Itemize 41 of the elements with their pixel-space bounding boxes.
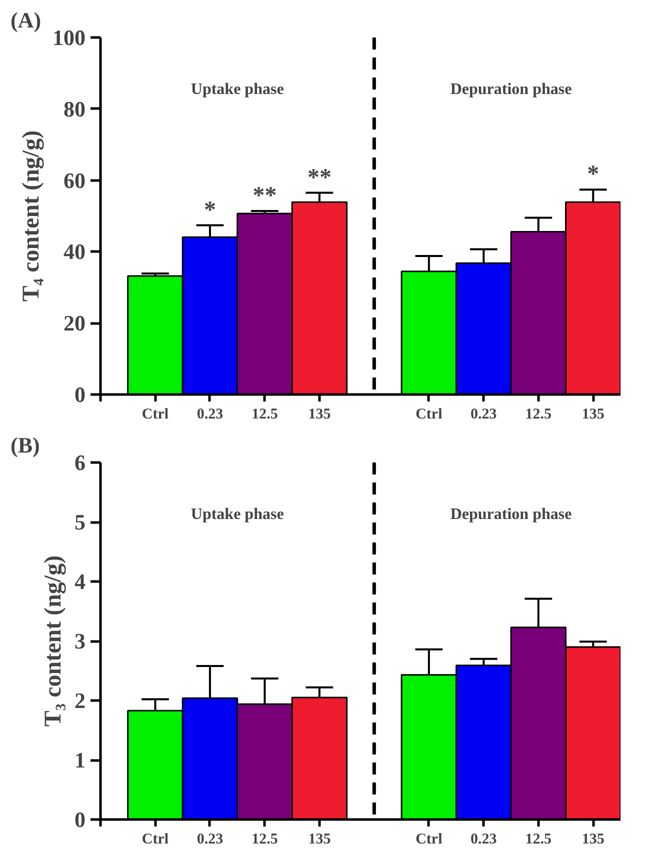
y-tick-label: 2 <box>74 688 86 713</box>
data-label: ** <box>307 164 332 191</box>
annotation: Depuration phase <box>450 506 572 524</box>
y-tick-label: 1 <box>74 748 86 772</box>
y-tick-label: 3 <box>74 628 86 654</box>
x-tick-label: Ctrl <box>416 406 442 422</box>
x-tick-label: 135 <box>582 832 604 848</box>
x-tick-label: 0.23 <box>196 832 224 848</box>
x-tick-label: 12.5 <box>525 406 552 422</box>
y-tick-label: 6 <box>74 450 86 475</box>
x-tick-label: 135 <box>582 406 604 422</box>
x-tick-label: Ctrl <box>416 832 442 848</box>
y-tick-label: 5 <box>74 510 86 534</box>
x-tick-label: 0.23 <box>470 832 497 848</box>
y-tick-label: 80 <box>64 96 86 122</box>
x-tick-label: 0.23 <box>470 406 497 422</box>
chart-title: (B) <box>10 432 40 458</box>
x-tick-label: 0.23 <box>196 406 224 422</box>
data-label: * <box>204 197 216 224</box>
x-tick-label: 12.5 <box>252 832 278 848</box>
data-label: ** <box>252 183 277 209</box>
x-tick-label: 135 <box>308 406 331 422</box>
y-tick-label: 100 <box>52 25 86 50</box>
data-label: * <box>587 162 600 188</box>
x-tick-label: Ctrl <box>142 406 169 422</box>
x-tick-label: 12.5 <box>525 832 552 848</box>
y-tick-label: 0 <box>74 807 86 832</box>
y-tick-label: 0 <box>74 382 86 407</box>
y-tick-label: 4 <box>74 569 86 594</box>
y-axis-title: T₄ content (ng/g) <box>18 130 44 302</box>
x-tick-label: Ctrl <box>142 832 169 848</box>
chart-title: (A) <box>10 8 42 32</box>
annotation: Uptake phase <box>190 81 284 98</box>
y-tick-label: 40 <box>64 239 86 264</box>
y-tick-label: 60 <box>64 168 86 193</box>
annotation: Depuration phase <box>450 81 572 98</box>
annotation: Uptake phase <box>190 506 284 524</box>
y-axis-title: T₃ content (ng/g) <box>40 555 66 727</box>
x-tick-label: 135 <box>308 832 331 848</box>
x-tick-label: 12.5 <box>252 406 278 422</box>
y-tick-label: 20 <box>64 310 86 336</box>
